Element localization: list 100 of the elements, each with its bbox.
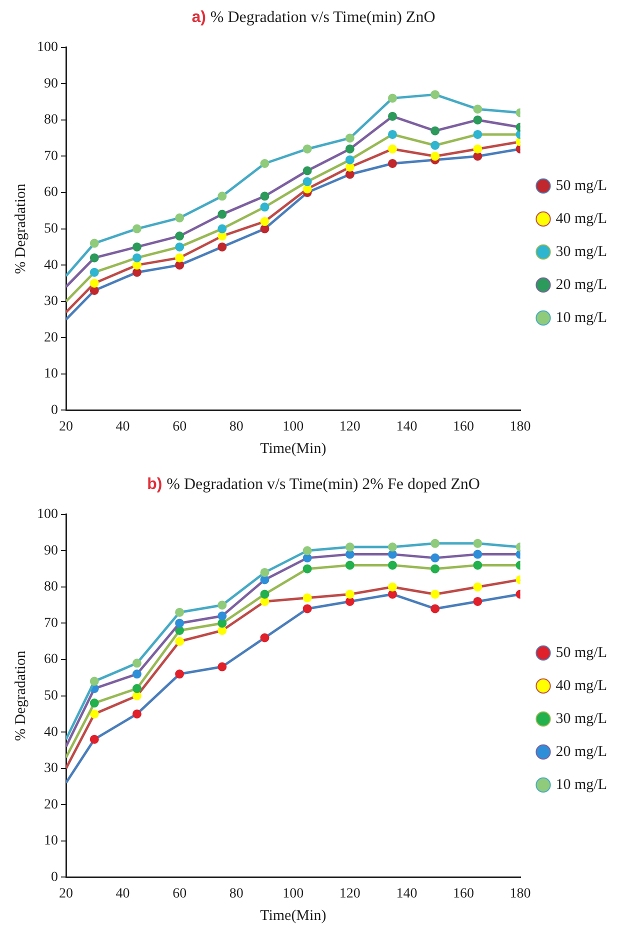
point bbox=[90, 238, 99, 248]
point bbox=[90, 698, 99, 708]
x-tick-label: 40 bbox=[116, 419, 130, 434]
point bbox=[473, 596, 482, 606]
point bbox=[430, 590, 440, 599]
y-tick-label: 100 bbox=[37, 507, 58, 522]
point bbox=[175, 618, 184, 628]
point bbox=[90, 709, 99, 718]
point bbox=[345, 134, 354, 143]
legend-label: 50 mg/L bbox=[556, 178, 607, 194]
point bbox=[302, 553, 312, 562]
x-tick-label: 120 bbox=[339, 419, 360, 434]
y-tick-label: 30 bbox=[44, 761, 58, 776]
point bbox=[345, 596, 354, 606]
point bbox=[90, 253, 99, 262]
x-tick-label: 120 bbox=[339, 886, 360, 902]
legend-label: 20 mg/L bbox=[556, 276, 607, 293]
point bbox=[218, 242, 227, 252]
legend-label: 10 mg/L bbox=[556, 310, 607, 326]
point bbox=[260, 596, 270, 606]
point bbox=[430, 152, 440, 161]
point bbox=[302, 593, 312, 602]
point bbox=[90, 278, 99, 288]
x-tick-label: 180 bbox=[510, 886, 531, 902]
point bbox=[388, 112, 397, 121]
point bbox=[132, 658, 142, 668]
y-tick-label: 60 bbox=[44, 652, 58, 668]
x-tick-label: 160 bbox=[452, 886, 474, 902]
point bbox=[302, 177, 312, 186]
y-tick-label: 10 bbox=[44, 366, 58, 382]
point bbox=[218, 618, 227, 628]
y-tick-label: 40 bbox=[44, 724, 58, 740]
point bbox=[175, 608, 184, 617]
point bbox=[175, 253, 184, 262]
point bbox=[132, 709, 142, 718]
point bbox=[302, 564, 312, 574]
point bbox=[345, 542, 354, 552]
point bbox=[473, 130, 482, 139]
y-tick-label: 70 bbox=[44, 616, 58, 631]
point bbox=[218, 626, 227, 635]
point bbox=[218, 232, 227, 241]
point bbox=[430, 140, 440, 150]
point bbox=[175, 260, 184, 270]
y-axis-title: % Degradation bbox=[12, 183, 29, 274]
legend-label: 10 mg/L bbox=[556, 776, 607, 793]
point bbox=[132, 684, 142, 694]
y-tick-label: 20 bbox=[44, 330, 58, 346]
point bbox=[260, 568, 270, 577]
y-tick-label: 90 bbox=[44, 76, 58, 92]
point bbox=[302, 166, 312, 176]
point bbox=[345, 590, 354, 599]
x-tick-label: 80 bbox=[229, 886, 244, 902]
point bbox=[430, 564, 440, 574]
point bbox=[218, 611, 227, 620]
y-tick-label: 10 bbox=[44, 834, 58, 849]
point bbox=[430, 538, 440, 548]
x-tick-label: 60 bbox=[172, 419, 187, 434]
y-tick-label: 0 bbox=[51, 870, 58, 885]
x-tick-label: 140 bbox=[396, 419, 418, 434]
y-axis-title: % Degradation bbox=[12, 650, 29, 741]
point bbox=[260, 217, 270, 226]
x-tick-label: 160 bbox=[452, 419, 474, 434]
x-tick-label: 100 bbox=[282, 886, 304, 902]
x-tick-label: 80 bbox=[229, 419, 244, 434]
point bbox=[260, 158, 270, 168]
point bbox=[302, 546, 312, 556]
y-tick-label: 40 bbox=[44, 258, 58, 273]
point bbox=[218, 662, 227, 672]
point bbox=[260, 192, 270, 201]
point bbox=[132, 224, 142, 234]
chart-title: b) % Degradation v/s Time(min) 2% Fe doped ZnO bbox=[147, 476, 480, 493]
point bbox=[430, 90, 440, 100]
point bbox=[132, 670, 142, 679]
point bbox=[388, 582, 397, 592]
x-axis-title: Time(Min) bbox=[260, 440, 326, 457]
point bbox=[90, 676, 99, 686]
y-tick-label: 50 bbox=[44, 688, 58, 704]
point bbox=[218, 192, 227, 201]
point bbox=[388, 560, 397, 570]
point bbox=[175, 670, 184, 679]
y-tick-label: 30 bbox=[44, 294, 58, 310]
point bbox=[132, 260, 142, 270]
point bbox=[132, 253, 142, 262]
x-axis-title: Time(Min) bbox=[260, 908, 326, 924]
point bbox=[345, 560, 354, 570]
legend-label: 20 mg/L bbox=[556, 744, 607, 760]
point bbox=[430, 553, 440, 562]
y-tick-label: 0 bbox=[51, 402, 58, 418]
legend-label: 40 mg/L bbox=[556, 678, 607, 694]
point bbox=[132, 242, 142, 252]
point bbox=[388, 158, 397, 168]
point bbox=[388, 590, 397, 599]
point bbox=[388, 144, 397, 154]
y-tick-label: 100 bbox=[37, 40, 58, 56]
x-tick-label: 180 bbox=[510, 419, 531, 434]
point bbox=[473, 582, 482, 592]
point bbox=[90, 268, 99, 277]
legend-label: 30 mg/L bbox=[556, 710, 607, 727]
point bbox=[473, 560, 482, 570]
point bbox=[345, 162, 354, 172]
